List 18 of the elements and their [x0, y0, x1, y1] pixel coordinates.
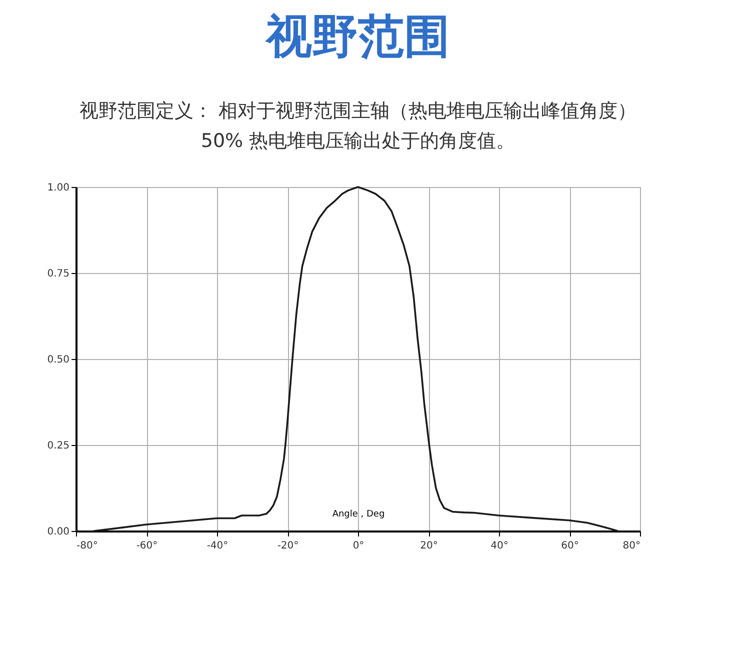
x-tick-label: 40° — [490, 540, 508, 552]
x-tick-label: 60° — [561, 540, 579, 552]
x-tick-label: -20° — [277, 540, 299, 552]
x-tick-label: 80° — [622, 540, 640, 552]
chart-title: 视野范围 — [264, 9, 450, 63]
y-tick-label: 0.75 — [47, 268, 70, 280]
x-axis-title: Angle , Deg — [332, 510, 385, 520]
text: 50% 热电堆电压输出处于的角度值。 — [200, 130, 516, 152]
x-tick-label: 0° — [352, 540, 364, 552]
y-tick-label: 0.00 — [47, 526, 70, 538]
text: 视野范围定义： 相对于视野范围主轴（热电堆电压输出峰值角度） — [79, 100, 637, 122]
x-tick-label: -60° — [136, 540, 158, 552]
y-tick-label: 0.25 — [47, 440, 70, 452]
y-tick-label: 0.50 — [47, 354, 70, 366]
y-tick-label: 1.00 — [47, 182, 70, 194]
x-tick-label: -80° — [76, 540, 98, 552]
x-tick-label: 20° — [420, 540, 438, 552]
x-tick-label: -40° — [206, 540, 228, 552]
